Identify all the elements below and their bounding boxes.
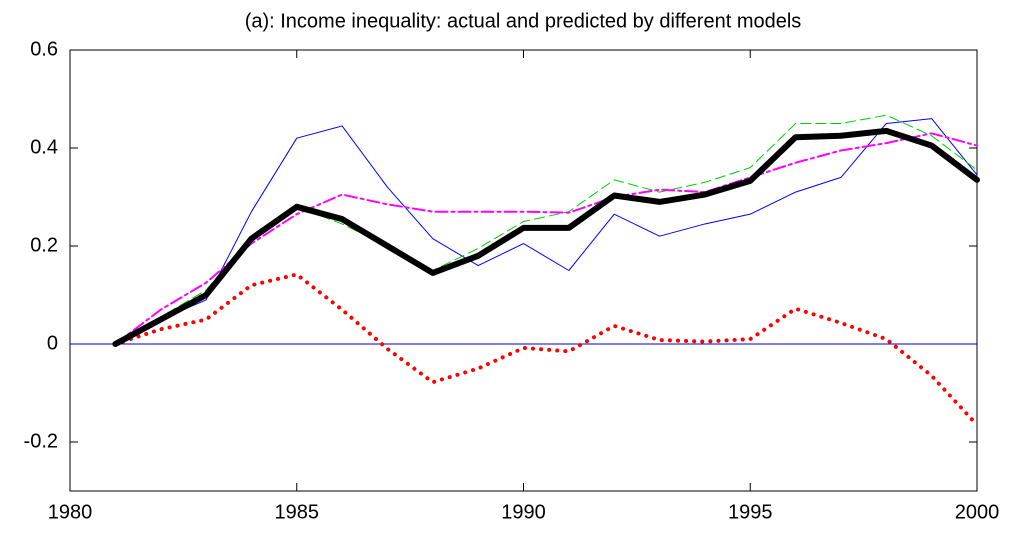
series-line [112, 127, 980, 347]
x-tick-label: 2000 [955, 501, 1000, 523]
x-tick-label: 1980 [48, 501, 93, 523]
series-line [114, 118, 978, 345]
y-tick-label: -0.2 [24, 430, 58, 452]
chart-title: (a): Income inequality: actual and predi… [245, 10, 802, 32]
y-tick-label: 0 [47, 332, 58, 354]
plot-frame [69, 49, 978, 492]
y-tick-label: 0.4 [30, 136, 58, 158]
series-line [114, 132, 978, 345]
y-tick-label: 0.6 [30, 38, 58, 60]
x-tick-label: 1995 [728, 501, 773, 523]
x-tick-label: 1985 [275, 501, 320, 523]
series-line [113, 272, 979, 427]
y-tick-label: 0.2 [30, 234, 58, 256]
x-tick-label: 1990 [501, 501, 546, 523]
